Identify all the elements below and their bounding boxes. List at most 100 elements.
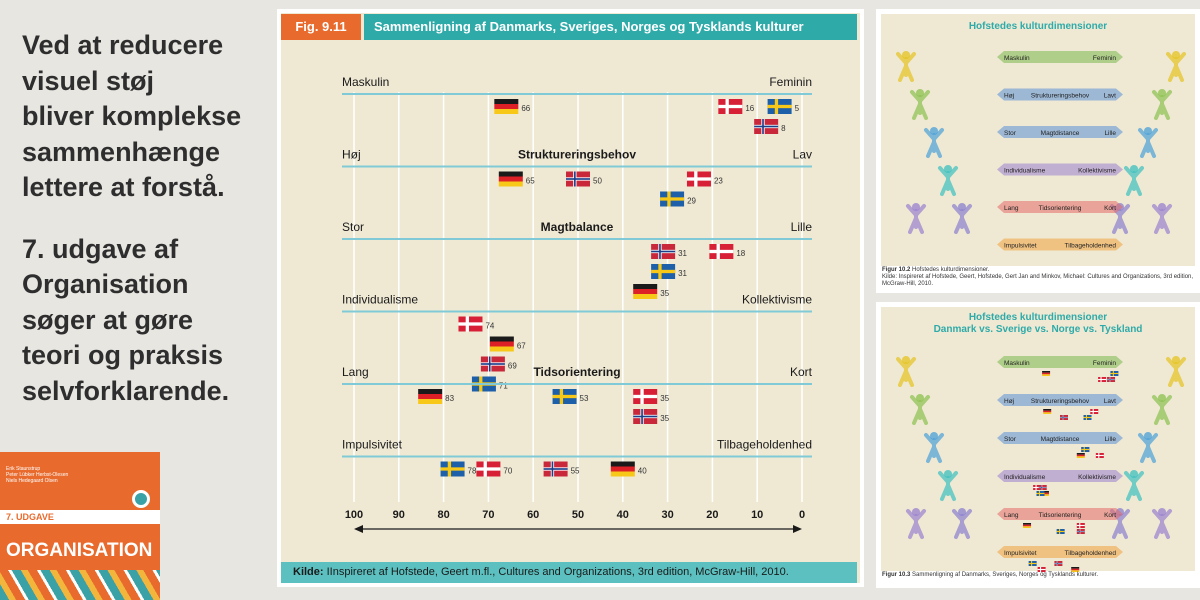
thumb-center-label: Struktureringsbehov bbox=[1031, 398, 1090, 405]
flag-stripe bbox=[1042, 372, 1051, 375]
caption-source: Kilde: Inspireret af Hofstede, Geert, Ho… bbox=[882, 274, 1194, 287]
thumb-row: Individualisme Kollektivisme bbox=[997, 163, 1123, 176]
thumb-left-label: Maskulin bbox=[1004, 360, 1030, 367]
thumb-center-label: Tidsorientering bbox=[1039, 512, 1082, 519]
flag-stripe bbox=[1023, 526, 1032, 528]
flag-sverige-icon bbox=[1036, 491, 1045, 496]
thumb-right-label: Lille bbox=[1104, 130, 1116, 137]
flag-cross bbox=[1081, 448, 1090, 451]
person-figure bbox=[1152, 204, 1172, 234]
text-line: søger at gøre bbox=[22, 304, 194, 335]
thumb-right-label: Kollektivisme bbox=[1078, 168, 1116, 175]
person-figure bbox=[910, 395, 930, 425]
thumb-right-label: Lille bbox=[1104, 436, 1116, 443]
text-line: teori og praksis bbox=[22, 340, 224, 370]
thumb-row: Impulsivitet Tilbageholdenhed bbox=[997, 238, 1123, 251]
flag-tyskland-icon bbox=[1023, 523, 1032, 528]
caption-label: Figur 10.3 bbox=[882, 572, 911, 578]
person-head bbox=[944, 470, 952, 478]
thumb-center-label: Struktureringsbehov bbox=[1031, 93, 1090, 100]
text-line: visuel støj bbox=[22, 65, 155, 96]
flag-sverige-icon bbox=[1081, 447, 1090, 452]
source-label: Kilde: bbox=[293, 566, 324, 578]
flag-norge-icon bbox=[1107, 377, 1116, 382]
thumb-arrow-bar bbox=[997, 470, 1123, 482]
thumb-arrow-bar bbox=[997, 356, 1123, 368]
thumb-arrow-bar bbox=[997, 163, 1123, 176]
thumb-arrow-bar bbox=[997, 546, 1123, 558]
flag-norge-icon bbox=[1054, 561, 1063, 566]
flag-cross-inner bbox=[1107, 379, 1116, 380]
flag-sverige-icon bbox=[1056, 529, 1065, 534]
person-figure bbox=[1152, 90, 1172, 120]
thumb-row: Høj Lavt Struktureringsbehov bbox=[997, 88, 1123, 101]
flag-cross-inner bbox=[1060, 417, 1068, 418]
flag-cross-inner bbox=[1038, 487, 1047, 488]
thumb-right-label: Lavt bbox=[1104, 93, 1116, 100]
flag-stripe bbox=[1023, 523, 1032, 525]
thumbnail-top: Hofstedes kulturdimensioner Maskulin Femi… bbox=[876, 9, 1200, 293]
text-line: sammenhænge bbox=[22, 136, 221, 167]
legend-sverige: Sverige vs. bbox=[995, 324, 1049, 335]
flag-danmark-icon bbox=[1037, 567, 1046, 572]
thumbnail-top-caption: Figur 10.2 Hofstedes kulturdimensioner. … bbox=[882, 267, 1196, 288]
caption-text: Sammenligning af Danmarks, Sveriges, Nor… bbox=[912, 572, 1098, 578]
person-figure bbox=[1138, 433, 1158, 463]
thumb-left-label: Lang bbox=[1004, 205, 1019, 212]
caption-label: Figur 10.2 bbox=[882, 267, 911, 273]
thumb-left-label: Stor bbox=[1004, 436, 1017, 443]
flag-cross bbox=[1110, 372, 1119, 375]
flag-stripe bbox=[1076, 456, 1085, 458]
text-line: 7. udgave af bbox=[22, 233, 179, 264]
person-figure bbox=[896, 357, 916, 387]
person-head bbox=[1158, 508, 1166, 516]
thumbnail-top-diagram: Maskulin Feminin Høj Lavt Struktureringsbeho… bbox=[896, 51, 1186, 251]
marketing-paragraph-1: Ved at reducere visuel støj bliver kompl… bbox=[22, 28, 272, 206]
thumb-row: Maskulin Feminin bbox=[997, 51, 1123, 63]
flag-cross bbox=[1090, 410, 1099, 413]
person-figure bbox=[1124, 166, 1144, 196]
thumb-row: Høj Lavt Struktureringsbehov bbox=[997, 394, 1123, 420]
person-figure bbox=[896, 52, 916, 82]
thumbnail-bottom-diagram: Maskulin Feminin Høj Lavt Struktureringsbeho… bbox=[896, 356, 1186, 572]
thumbnail-bottom-title: Hofstedes kulturdimensioner bbox=[968, 312, 1108, 323]
person-head bbox=[902, 51, 910, 59]
thumb-arrow-bar bbox=[997, 238, 1123, 251]
thumb-left-label: Impulsivitet bbox=[1004, 550, 1037, 557]
flag-cross bbox=[1033, 486, 1042, 489]
thumb-right-label: Feminin bbox=[1093, 55, 1117, 62]
legend-tyskland: Tyskland bbox=[1099, 324, 1143, 335]
text-line: selvforklarende. bbox=[22, 375, 230, 406]
flag-sverige-icon bbox=[1083, 415, 1092, 420]
thumb-right-label: Kort bbox=[1104, 205, 1116, 212]
flag-stripe bbox=[1043, 410, 1052, 413]
flag-tyskland-icon bbox=[1076, 453, 1085, 458]
flag-stripe bbox=[1023, 524, 1032, 527]
flag-cross bbox=[1028, 562, 1037, 565]
flag-stripe bbox=[1040, 494, 1049, 496]
thumb-center-label: Magtdistance bbox=[1041, 436, 1080, 443]
flag-danmark-icon bbox=[1098, 377, 1107, 382]
person-head bbox=[1172, 51, 1180, 59]
thumb-row: Individualisme Kollektivisme bbox=[997, 470, 1123, 496]
flag-cross bbox=[1098, 378, 1107, 381]
legend-danmark: Danmark vs. bbox=[933, 324, 994, 335]
text-line: bliver komplekse bbox=[22, 101, 242, 131]
thumb-arrow-bar bbox=[997, 51, 1123, 63]
flag-cross bbox=[1095, 454, 1104, 457]
thumb-left-label: Stor bbox=[1004, 130, 1017, 137]
thumb-left-label: Individualisme bbox=[1004, 168, 1046, 175]
flag-cross-inner bbox=[1076, 531, 1085, 532]
person-head bbox=[902, 356, 910, 364]
cover-pattern bbox=[0, 570, 160, 600]
flag-danmark-icon bbox=[1090, 409, 1099, 414]
thumb-right-label: Tilbageholdenhed bbox=[1065, 243, 1117, 250]
thumb-right-label: Tilbageholdenhed bbox=[1065, 550, 1117, 557]
person-figure bbox=[906, 204, 926, 234]
person-head bbox=[930, 432, 938, 440]
source-text: IInspireret af Hofstede, Geert m.fl., Cu… bbox=[326, 566, 789, 578]
flag-stripe bbox=[1043, 412, 1052, 414]
flag-stripe bbox=[1040, 491, 1049, 493]
thumbnail-bottom-caption: Figur 10.3 Sammenligning af Danmarks, Sv… bbox=[882, 572, 1196, 579]
flag-cross bbox=[1083, 416, 1092, 419]
